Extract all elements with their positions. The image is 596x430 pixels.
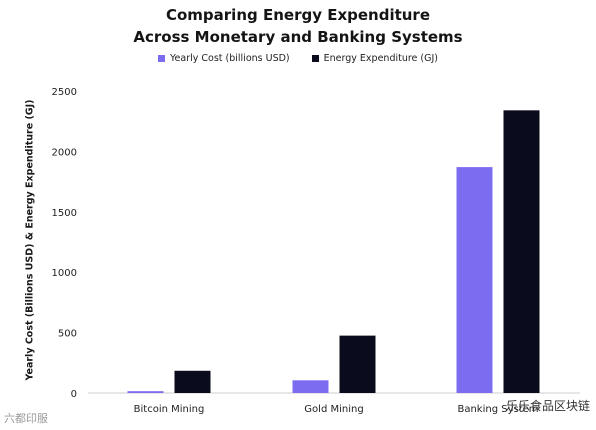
legend-label-energy-expenditure: Energy Expenditure (GJ)	[323, 53, 438, 64]
legend-label-yearly-cost: Yearly Cost (billions USD)	[170, 53, 290, 64]
y-tick-label: 0	[71, 389, 77, 400]
bar-yearly-cost-bitcoin-mining	[127, 391, 164, 393]
y-tick-label: 2000	[52, 147, 77, 158]
legend-item-yearly-cost: Yearly Cost (billions USD)	[158, 53, 290, 64]
bar-energy-expenditure-bitcoin-mining	[174, 370, 211, 393]
bar-yearly-cost-banking-system	[456, 167, 493, 393]
y-tick-label: 500	[58, 329, 77, 340]
bar-energy-expenditure-gold-mining	[339, 335, 376, 393]
legend: Yearly Cost (billions USD) Energy Expend…	[0, 53, 596, 64]
y-tick-label: 2500	[52, 87, 77, 98]
chart-title: Comparing Energy Expenditure	[165, 6, 431, 24]
watermark-left: 六都印服	[4, 412, 48, 425]
x-tick-label: Gold Mining	[304, 404, 363, 415]
legend-swatch-energy-expenditure	[311, 55, 319, 62]
chart-subtitle: Across Monetary and Banking Systems	[133, 28, 463, 46]
bar-energy-expenditure-banking-system	[503, 110, 540, 393]
y-tick-label: 1000	[52, 268, 77, 279]
x-tick-label: Banking System	[457, 404, 538, 415]
bar-yearly-cost-gold-mining	[292, 380, 329, 393]
y-tick-label: 1500	[52, 208, 77, 219]
x-tick-label: Bitcoin Mining	[134, 404, 205, 415]
legend-swatch-yearly-cost	[158, 55, 165, 62]
legend-item-energy-expenditure: Energy Expenditure (GJ)	[311, 53, 438, 64]
watermark-right: 乐乐食品区块链	[505, 399, 590, 413]
